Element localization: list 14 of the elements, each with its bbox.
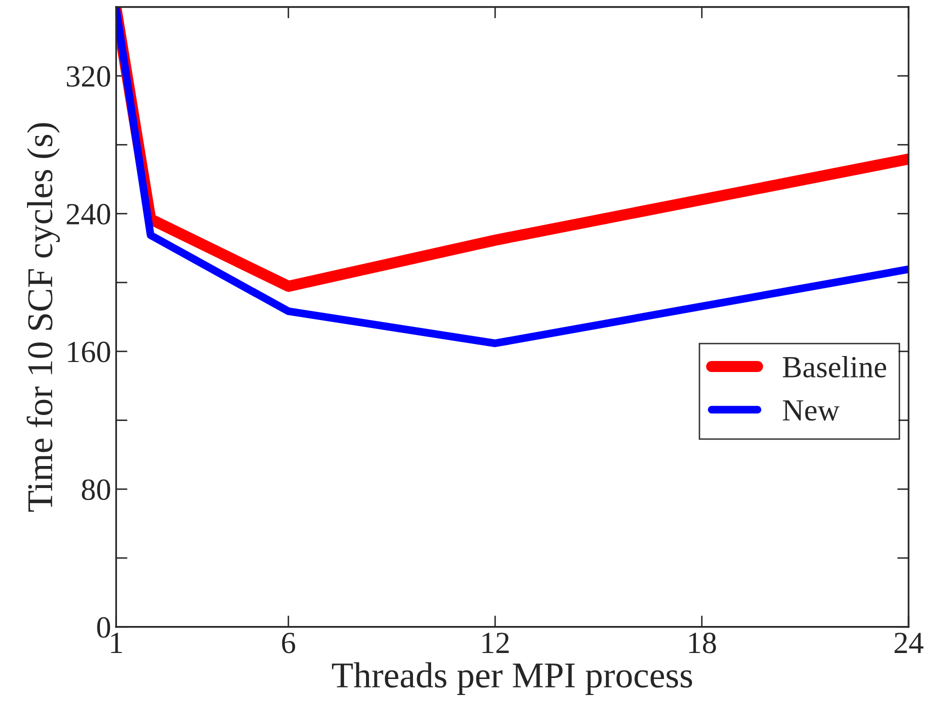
x-tick-label: 1: [111, 632, 122, 653]
x-axis-title: Threads per MPI process: [332, 662, 692, 695]
x-tick-label: 12: [482, 632, 509, 653]
y-tick-label: 320: [66, 66, 110, 87]
x-tick-label: 6: [282, 632, 296, 654]
y-tick-label: 160: [68, 342, 110, 362]
x-tick-label: 24: [894, 632, 924, 653]
y-tick-label: 80: [82, 479, 110, 500]
y-tick-label: 0: [97, 617, 110, 638]
y-tick-label: 240: [66, 204, 110, 225]
legend-label: New: [782, 400, 840, 421]
legend-label: Baseline: [782, 356, 886, 378]
y-axis-title: Time for 10 SCF cycles (s): [26, 123, 60, 512]
x-tick-label: 18: [689, 632, 716, 654]
